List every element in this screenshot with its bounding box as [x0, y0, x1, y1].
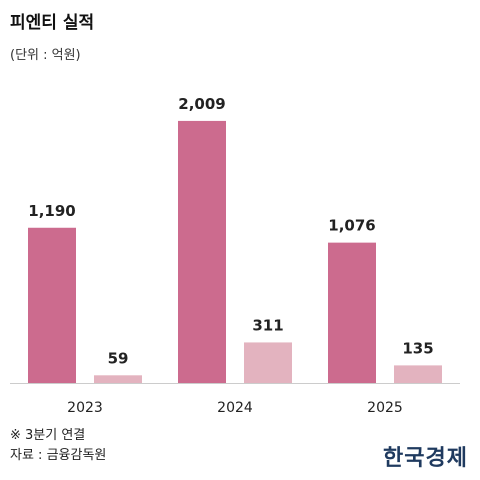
data-label-2023-s1: 1,190	[28, 202, 75, 220]
data-label-2025-s2: 135	[402, 339, 433, 357]
bar-2023-s2	[94, 375, 142, 383]
data-label-2024-s1: 2,009	[178, 95, 225, 113]
source-note: 자료 : 금융감독원	[10, 448, 107, 463]
footnote: ※ 3분기 연결	[10, 428, 86, 443]
data-label-2024-s2: 311	[252, 316, 283, 334]
bars-group: 1,190 59 2,009 311 1,076 135	[28, 95, 442, 384]
bar-2023-s1	[28, 227, 76, 383]
chart-title: 피엔티 실적	[10, 13, 95, 33]
x-tick-label-2024: 2024	[217, 400, 253, 416]
data-label-2023-s2: 59	[108, 349, 129, 367]
bar-2025-s1	[328, 242, 376, 383]
unit-label: (단위 : 억원)	[10, 48, 81, 63]
x-ticks-group: 2023 2024 2025	[67, 400, 403, 416]
bar-2025-s2	[394, 365, 442, 383]
x-tick-label-2023: 2023	[67, 400, 103, 416]
x-tick-label-2025: 2025	[367, 400, 403, 416]
bar-2024-s1	[178, 120, 226, 384]
publisher-logo: 한국경제	[383, 445, 468, 471]
data-label-2025-s1: 1,076	[328, 217, 375, 235]
bar-2024-s2	[244, 342, 292, 383]
